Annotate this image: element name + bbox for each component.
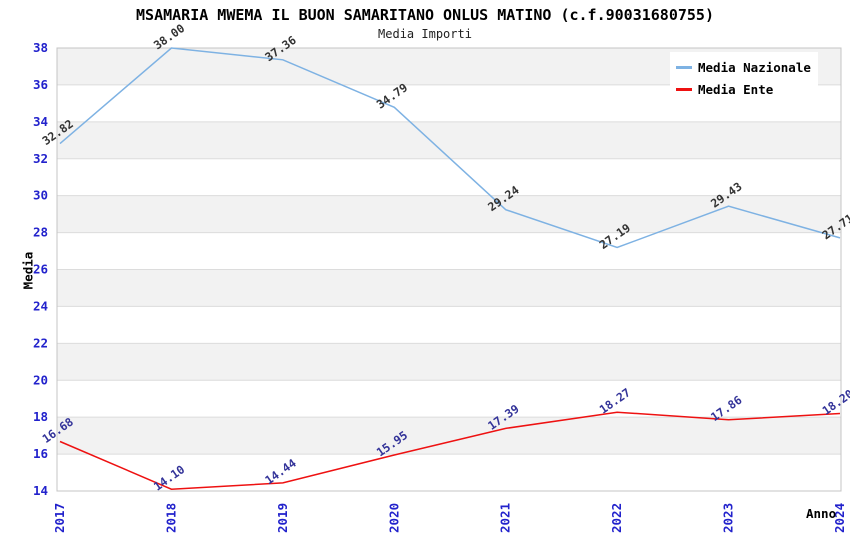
y-tick-label: 34 bbox=[33, 114, 48, 129]
y-tick-label: 28 bbox=[33, 225, 48, 240]
x-tick-label: 2018 bbox=[163, 503, 178, 533]
legend: Media Nazionale Media Ente bbox=[670, 52, 818, 104]
y-tick-label: 16 bbox=[33, 446, 48, 461]
y-tick-label: 18 bbox=[33, 409, 48, 424]
y-tick-label: 30 bbox=[33, 188, 48, 203]
series-line-media-nazionale bbox=[59, 47, 841, 249]
y-tick-label: 38 bbox=[33, 40, 48, 55]
legend-label-media-nazionale: Media Nazionale bbox=[698, 59, 811, 75]
y-tick-label: 14 bbox=[33, 483, 48, 498]
x-tick-label: 2022 bbox=[609, 503, 624, 533]
y-tick-label: 36 bbox=[33, 77, 48, 92]
legend-marker-media-ente bbox=[676, 87, 692, 91]
plot-band bbox=[57, 343, 841, 381]
chart-subtitle: Media Importi bbox=[378, 27, 472, 41]
legend-label-media-ente: Media Ente bbox=[698, 81, 774, 97]
x-tick-label: 2020 bbox=[386, 503, 401, 533]
x-tick-label: 2023 bbox=[721, 503, 736, 533]
y-tick-label: 22 bbox=[33, 335, 48, 350]
y-tick-label: 24 bbox=[33, 298, 48, 313]
chart-title: MSAMARIA MWEMA IL BUON SAMARITANO ONLUS … bbox=[136, 6, 714, 24]
plot-border bbox=[56, 47, 842, 492]
x-tick-label: 2024 bbox=[832, 503, 847, 533]
x-axis-label: Anno bbox=[806, 506, 837, 521]
plot-band bbox=[57, 195, 841, 233]
series-line-media-ente bbox=[59, 411, 841, 490]
y-tick-label: 20 bbox=[33, 372, 48, 387]
y-tick-label: 26 bbox=[33, 262, 48, 277]
x-tick-label: 2017 bbox=[52, 503, 67, 533]
plot-band bbox=[57, 121, 841, 159]
x-tick-label: 2021 bbox=[498, 503, 513, 533]
x-tick-label: 2019 bbox=[275, 503, 290, 533]
plot-band bbox=[57, 269, 841, 307]
legend-item-media-ente: Media Ente bbox=[672, 78, 816, 100]
legend-marker-media-nazionale bbox=[676, 65, 692, 69]
legend-item-media-nazionale: Media Nazionale bbox=[672, 56, 816, 78]
plot-band bbox=[57, 417, 841, 455]
y-tick-label: 32 bbox=[33, 151, 48, 166]
